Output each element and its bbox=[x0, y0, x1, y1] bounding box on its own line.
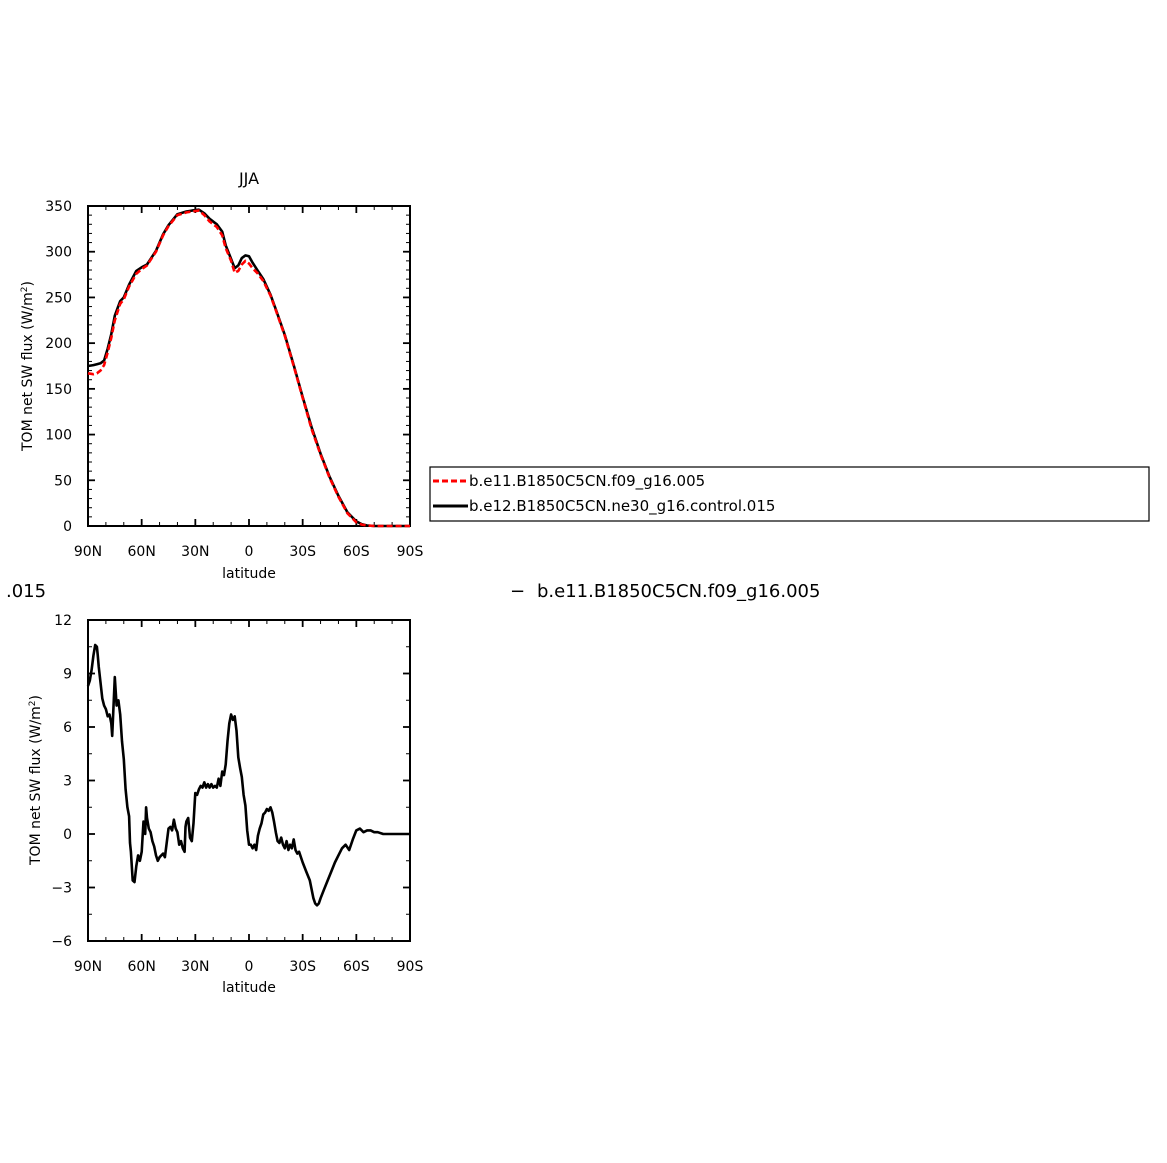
top-chart-title: JJA bbox=[238, 169, 259, 188]
top-y-axis-label: TOM net SW flux (W/m2) bbox=[20, 281, 36, 452]
bottom-x-tick-label: 30N bbox=[181, 959, 209, 975]
bottom-x-tick-label: 90S bbox=[397, 959, 424, 975]
bottom-y-tick-label: 9 bbox=[63, 667, 72, 683]
bottom-x-tick-label: 30S bbox=[289, 959, 316, 975]
bottom-y-tick-label: 12 bbox=[54, 613, 72, 629]
top-x-tick-label: 60S bbox=[343, 544, 370, 560]
bottom-x-tick-label: 60N bbox=[128, 959, 156, 975]
bottom-plot-area: 90N 60N 30N 0 30S 60S 90S −6 −3 0 3 6 9 12 bbox=[51, 613, 423, 975]
bottom-plot-frame bbox=[87, 619, 411, 942]
legend-entry-1: b.e11.B1850C5CN.f09_g16.005 bbox=[469, 472, 705, 491]
bottom-x-axis-label: latitude bbox=[222, 980, 276, 996]
top-y-tick-label: 250 bbox=[45, 290, 72, 306]
bottom-x-tick-label: 60S bbox=[343, 959, 370, 975]
bottom-y-tick-label: 3 bbox=[63, 774, 72, 790]
legend-box bbox=[429, 466, 1150, 522]
top-series-line-1 bbox=[87, 209, 410, 528]
stray-label-left: .015 bbox=[6, 581, 46, 602]
top-panel: JJA TOM net SW flux (W/m2) latitude 90N 6… bbox=[20, 169, 423, 582]
top-series-line-2 bbox=[87, 208, 410, 528]
bottom-y-tick-label: 6 bbox=[63, 720, 72, 736]
top-x-axis-label: latitude bbox=[222, 566, 276, 582]
bottom-y-axis-label: TOM net SW flux (W/m2) bbox=[28, 695, 44, 866]
bottom-series-line-1 bbox=[86, 643, 410, 907]
bottom-panel: TOM net SW flux (W/m2) latitude 90N 60N 30… bbox=[28, 613, 423, 996]
stray-label-right-dash: − bbox=[510, 581, 525, 602]
legend-entry-2: b.e12.B1850C5CN.ne30_g16.control.015 bbox=[469, 497, 775, 516]
top-y-tick-label: 50 bbox=[54, 473, 72, 489]
bottom-y-tick-label: −6 bbox=[51, 934, 72, 950]
top-plot-frame bbox=[87, 205, 411, 527]
stray-label-right: b.e11.B1850C5CN.f09_g16.005 bbox=[537, 581, 820, 602]
top-y-tick-label: 100 bbox=[45, 428, 72, 444]
top-x-tick-label: 90N bbox=[74, 544, 102, 560]
top-x-tick-label: 60N bbox=[128, 544, 156, 560]
top-x-tick-label: 90S bbox=[397, 544, 424, 560]
top-x-tick-label: 30S bbox=[289, 544, 316, 560]
top-y-tick-label: 350 bbox=[45, 199, 72, 215]
top-y-tick-label: 200 bbox=[45, 336, 72, 352]
bottom-x-tick-label: 90N bbox=[74, 959, 102, 975]
bottom-y-tick-label: −3 bbox=[51, 881, 72, 897]
top-plot-area: 90N 60N 30N 0 30S 60S 90S 0 50 100 150 200 250 300 350 bbox=[45, 199, 423, 560]
bottom-y-tick-label: 0 bbox=[63, 827, 72, 843]
legend: b.e11.B1850C5CN.f09_g16.005 b.e12.B1850C… bbox=[429, 466, 1150, 522]
top-y-tick-label: 300 bbox=[45, 245, 72, 261]
bottom-x-tick-label: 0 bbox=[245, 959, 254, 975]
top-y-tick-label: 0 bbox=[63, 519, 72, 535]
top-x-tick-label: 0 bbox=[245, 544, 254, 560]
top-y-tick-label: 150 bbox=[45, 382, 72, 398]
top-x-tick-label: 30N bbox=[181, 544, 209, 560]
